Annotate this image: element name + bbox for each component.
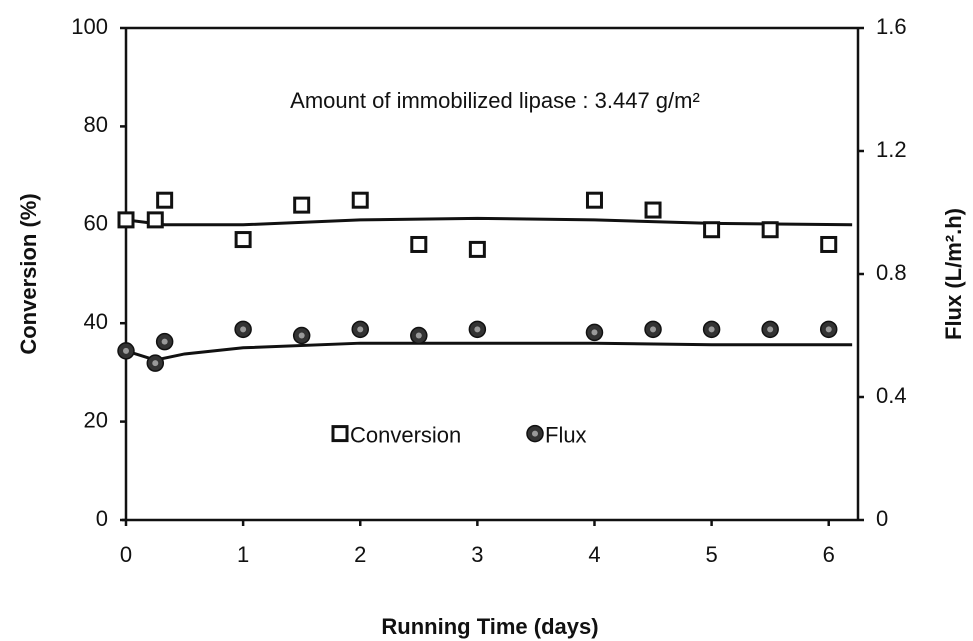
y-tick-label: 80 (84, 112, 108, 137)
x-tick-label: 0 (120, 542, 132, 567)
marker-square (761, 221, 779, 239)
marker-square (703, 221, 721, 239)
marker-square (331, 425, 349, 443)
y-tick-label: 60 (84, 211, 108, 236)
marker-square (820, 235, 838, 253)
marker-square (585, 191, 603, 209)
y2-tick-label: 0.8 (876, 260, 907, 285)
x-tick-label: 6 (823, 542, 835, 567)
marker-square (293, 196, 311, 214)
y2-tick-label: 1.2 (876, 137, 907, 162)
y-axis-label: Conversion (%) (16, 193, 41, 354)
marker-center (161, 338, 168, 345)
y-tick-label: 20 (84, 407, 108, 432)
legend-label: Flux (545, 422, 587, 447)
marker-center (825, 326, 832, 333)
marker-center (240, 326, 247, 333)
fit-line (125, 341, 853, 362)
marker-square (644, 201, 662, 219)
marker-square (468, 240, 486, 258)
y-tick-label: 40 (84, 309, 108, 334)
marker-center (415, 332, 422, 339)
marker-center (123, 347, 129, 354)
x-tick-label: 4 (588, 542, 600, 567)
marker-center (591, 329, 598, 336)
marker-square (351, 191, 369, 209)
marker-center (650, 326, 657, 333)
y2-tick-label: 0.4 (876, 383, 907, 408)
x-tick-label: 5 (705, 542, 717, 567)
x-tick-label: 3 (471, 542, 483, 567)
marker-center (152, 360, 159, 367)
marker-center (767, 326, 774, 333)
x-tick-label: 2 (354, 542, 366, 567)
y2-tick-label: 0 (876, 506, 888, 531)
y-tick-label: 0 (96, 506, 108, 531)
fit-line (125, 216, 853, 227)
y2-axis-label: Flux (L/m².h) (941, 208, 966, 340)
marker-square (234, 231, 252, 249)
marker-center (298, 332, 305, 339)
annotation: Amount of immobilized lipase : 3.447 g/m… (290, 88, 700, 113)
marker-square (117, 211, 135, 229)
marker-square (146, 211, 164, 229)
marker-center (532, 430, 538, 437)
y-tick-label: 100 (71, 14, 108, 39)
x-tick-label: 1 (237, 542, 249, 567)
marker-square (156, 191, 174, 209)
y2-tick-label: 1.6 (876, 14, 907, 39)
legend-label: Conversion (350, 422, 461, 447)
marker-center (357, 326, 364, 333)
marker-center (474, 326, 481, 333)
x-axis-label: Running Time (days) (381, 614, 598, 639)
marker-square (410, 235, 428, 253)
marker-center (708, 326, 715, 333)
